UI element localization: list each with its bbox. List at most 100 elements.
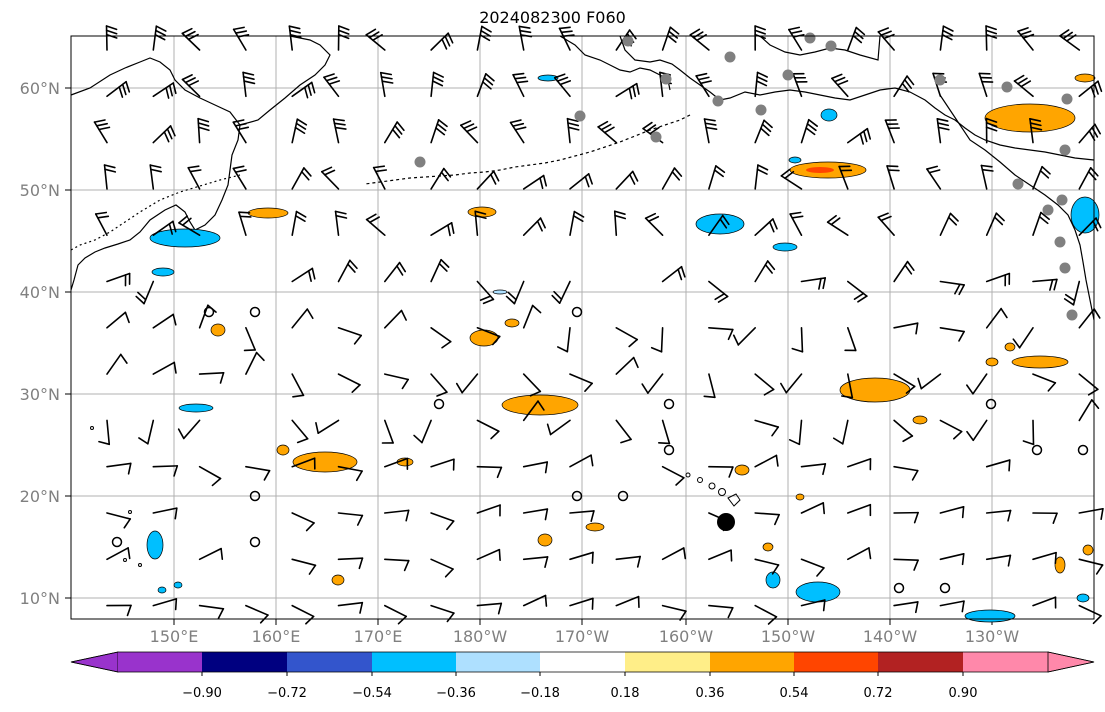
wind-barb xyxy=(846,280,868,303)
wind-barb xyxy=(893,419,914,443)
wind-barb xyxy=(754,558,780,575)
wind-barb xyxy=(792,72,808,98)
wind-barb xyxy=(985,459,1011,472)
lat-label: 40°N xyxy=(20,283,60,302)
lat-label: 50°N xyxy=(20,181,60,200)
wind-barb xyxy=(844,326,857,352)
station-dot xyxy=(574,110,586,122)
negative-anomaly-area xyxy=(795,581,841,603)
negative-anomaly-area xyxy=(146,530,164,560)
wind-barb xyxy=(291,167,312,190)
wind-barb xyxy=(1032,278,1058,291)
positive-anomaly-area xyxy=(734,464,750,476)
wind-barb xyxy=(98,419,111,446)
wind-barb xyxy=(615,326,639,348)
calm-circle xyxy=(571,490,583,502)
hawaiian-islands xyxy=(685,472,741,507)
wind-barb xyxy=(754,604,778,625)
wind-barb xyxy=(332,118,347,144)
wind-barb xyxy=(615,82,640,100)
colorbar-extend-min xyxy=(70,651,119,673)
wind-barb xyxy=(291,118,308,144)
wind-barb xyxy=(1063,280,1081,306)
calm-circle xyxy=(985,398,997,410)
wind-barb xyxy=(939,600,965,613)
wind-barb xyxy=(522,508,549,521)
wind-barb xyxy=(243,326,256,352)
wind-barb xyxy=(615,595,640,609)
wind-barb xyxy=(1078,373,1099,396)
wind-barb xyxy=(703,373,716,399)
wind-barb xyxy=(181,74,201,98)
negative-anomaly-area xyxy=(788,156,802,164)
negative-anomaly-area xyxy=(492,289,508,295)
wind-barb xyxy=(926,165,942,190)
colorbar-tick-label: −0.36 xyxy=(436,686,476,701)
wind-barb xyxy=(315,419,340,434)
wind-barb xyxy=(800,463,827,476)
wind-barb xyxy=(372,165,388,190)
positive-anomaly-area xyxy=(1011,355,1069,369)
calm-circle xyxy=(111,536,123,548)
wind-barb xyxy=(661,167,683,190)
wind-barb xyxy=(613,210,627,236)
wind-barb xyxy=(323,73,341,98)
colorbar-tick-label: 0.18 xyxy=(611,686,640,701)
negative-anomaly-area xyxy=(772,242,798,252)
wind-barb xyxy=(877,27,895,51)
calm-circle xyxy=(1077,444,1089,456)
negative-anomaly-area xyxy=(695,213,745,235)
wind-barb xyxy=(708,465,734,478)
negative-anomaly-area xyxy=(537,74,559,82)
wind-barb xyxy=(430,373,448,397)
positive-anomaly-area xyxy=(504,318,520,328)
aleutian-islands xyxy=(364,114,691,185)
colorbar-outline xyxy=(70,651,1095,673)
colorbar-segment xyxy=(456,652,540,672)
colorbar-segment xyxy=(118,652,202,672)
wind-barb xyxy=(1012,326,1034,349)
graticule xyxy=(65,36,1094,625)
center-marker xyxy=(717,513,735,531)
wind-barb xyxy=(708,280,729,303)
wind-barb xyxy=(152,465,179,477)
wind-barb xyxy=(826,214,849,236)
wind-barb xyxy=(893,322,919,335)
wind-barb xyxy=(522,174,548,190)
wind-barb xyxy=(232,119,250,144)
lon-label: 160°W xyxy=(659,627,714,646)
coastlines xyxy=(70,35,1095,567)
wind-barb xyxy=(106,311,130,329)
wind-barb xyxy=(754,373,775,396)
wind-barb xyxy=(476,504,501,517)
station-dot xyxy=(825,40,837,52)
negative-anomaly-area xyxy=(149,228,221,248)
wind-barb xyxy=(966,373,988,395)
lon-label: 160°E xyxy=(252,627,301,646)
wind-barb xyxy=(152,220,177,236)
wind-barb xyxy=(985,272,1011,287)
coastline-kamchatka xyxy=(70,57,241,291)
positive-anomaly-area xyxy=(912,415,928,425)
wind-barb xyxy=(985,554,1012,567)
station-dot xyxy=(650,131,662,143)
wind-barb xyxy=(985,212,1005,236)
wind-barb xyxy=(430,458,455,471)
wind-barb xyxy=(754,119,773,144)
positive-anomaly-area xyxy=(1054,556,1066,574)
wind-barb xyxy=(708,214,730,236)
wind-barb xyxy=(476,25,492,51)
wind-barb xyxy=(615,356,639,375)
wind-barb xyxy=(939,506,965,519)
wind-barb xyxy=(383,457,409,470)
colorbar-tick-label: 0.54 xyxy=(780,686,809,701)
colorbar-segment xyxy=(540,652,625,672)
wind-barb xyxy=(149,164,162,190)
latitude-labels: 60°N 50°N 40°N 30°N 20°N 10°N xyxy=(20,79,60,608)
station-dot xyxy=(1059,144,1071,156)
strong-positive-anomaly-area xyxy=(806,167,834,173)
wind-barb xyxy=(966,419,988,442)
coastline-siberia-east xyxy=(239,35,331,126)
wind-barb xyxy=(689,28,710,51)
wind-barb xyxy=(476,280,495,305)
